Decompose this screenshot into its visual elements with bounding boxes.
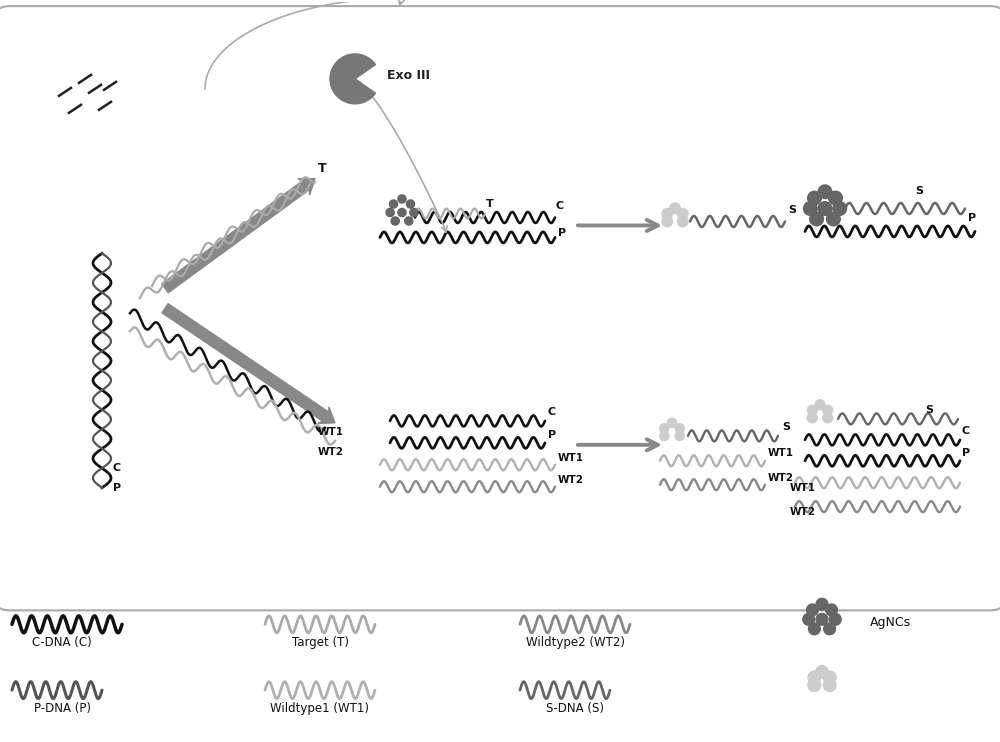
Circle shape: [829, 614, 841, 626]
Circle shape: [808, 679, 821, 692]
Text: Target (T): Target (T): [292, 637, 349, 649]
Circle shape: [406, 200, 415, 208]
Circle shape: [803, 614, 815, 626]
Text: WT2: WT2: [768, 473, 794, 483]
Circle shape: [660, 431, 669, 441]
Circle shape: [815, 400, 825, 410]
Circle shape: [833, 202, 847, 215]
Text: T: T: [318, 162, 327, 174]
Circle shape: [675, 424, 684, 433]
Text: C: C: [962, 426, 970, 436]
FancyArrow shape: [162, 303, 335, 424]
Text: P: P: [968, 214, 976, 223]
Circle shape: [818, 185, 832, 199]
Circle shape: [677, 209, 688, 219]
Text: T: T: [486, 199, 494, 209]
Text: Exo III: Exo III: [387, 70, 430, 82]
Circle shape: [827, 212, 840, 226]
Text: C-DNA (C): C-DNA (C): [32, 637, 92, 649]
Text: S-DNA (S): S-DNA (S): [546, 702, 604, 715]
Circle shape: [405, 217, 413, 225]
Text: P: P: [558, 229, 566, 238]
Circle shape: [662, 209, 673, 219]
Circle shape: [809, 623, 820, 634]
Circle shape: [816, 598, 828, 610]
Text: WT1: WT1: [558, 453, 584, 463]
Wedge shape: [330, 54, 375, 104]
Text: C: C: [548, 407, 556, 417]
Text: C: C: [113, 463, 121, 473]
FancyBboxPatch shape: [0, 6, 1000, 611]
Circle shape: [824, 623, 835, 634]
Text: P: P: [548, 430, 556, 440]
Circle shape: [398, 209, 406, 217]
Circle shape: [808, 191, 821, 205]
Circle shape: [662, 216, 673, 227]
Text: S: S: [925, 405, 933, 415]
Circle shape: [823, 413, 833, 423]
Text: AgNCs: AgNCs: [870, 616, 911, 628]
Circle shape: [660, 424, 669, 433]
Text: S: S: [915, 186, 923, 196]
Circle shape: [667, 418, 677, 427]
Circle shape: [816, 666, 828, 678]
Text: WT2: WT2: [790, 507, 816, 516]
Circle shape: [807, 405, 817, 416]
FancyArrow shape: [162, 179, 315, 292]
Text: P: P: [113, 483, 121, 493]
Circle shape: [818, 202, 832, 215]
Circle shape: [807, 413, 817, 423]
Circle shape: [823, 671, 836, 684]
Text: WT1: WT1: [790, 483, 816, 493]
Circle shape: [670, 203, 680, 214]
Circle shape: [816, 614, 828, 626]
Circle shape: [823, 405, 833, 416]
Circle shape: [677, 216, 688, 227]
Text: C: C: [555, 200, 563, 211]
Circle shape: [410, 209, 418, 217]
Circle shape: [389, 200, 398, 208]
Circle shape: [398, 195, 406, 203]
Circle shape: [829, 191, 842, 205]
Text: Wildtype2 (WT2): Wildtype2 (WT2): [526, 637, 624, 649]
Text: WT2: WT2: [318, 447, 344, 457]
Circle shape: [391, 217, 399, 225]
Circle shape: [810, 212, 823, 226]
Text: P: P: [962, 448, 970, 458]
Circle shape: [808, 671, 821, 684]
Circle shape: [823, 679, 836, 692]
Text: P-DNA (P): P-DNA (P): [34, 702, 90, 715]
Text: S: S: [782, 422, 790, 432]
Text: S: S: [788, 206, 796, 215]
Text: WT1: WT1: [768, 448, 794, 458]
Circle shape: [386, 209, 394, 217]
Circle shape: [803, 202, 817, 215]
Text: WT2: WT2: [558, 475, 584, 485]
Circle shape: [807, 604, 818, 616]
Text: WT1: WT1: [318, 427, 344, 437]
Text: Wildtype1 (WT1): Wildtype1 (WT1): [270, 702, 370, 715]
Circle shape: [826, 604, 837, 616]
Circle shape: [675, 431, 684, 441]
